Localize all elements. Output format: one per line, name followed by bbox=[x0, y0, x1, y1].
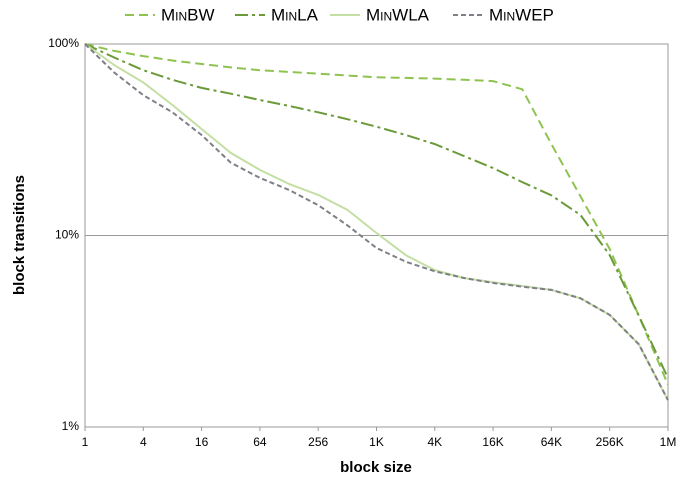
y-tick-label: 100% bbox=[48, 36, 79, 50]
x-tick-label: 64K bbox=[541, 435, 562, 449]
x-tick-label: 256 bbox=[308, 435, 328, 449]
y-tick-label: 1% bbox=[62, 419, 80, 433]
legend-label: MinWLA bbox=[366, 5, 430, 24]
y-axis-title: block transitions bbox=[11, 175, 28, 295]
x-tick-label: 1K bbox=[369, 435, 384, 449]
x-tick-label: 16 bbox=[195, 435, 209, 449]
x-tick-label: 1M bbox=[660, 435, 677, 449]
series-line bbox=[84, 43, 669, 386]
x-tick-label: 16K bbox=[482, 435, 503, 449]
y-tick-label: 10% bbox=[55, 228, 79, 242]
x-tick-label: 4 bbox=[140, 435, 147, 449]
x-tick-label: 256K bbox=[596, 435, 624, 449]
series-line bbox=[84, 43, 669, 379]
x-tick-label: 4K bbox=[427, 435, 442, 449]
x-tick-label: 64 bbox=[253, 435, 267, 449]
legend-label: MinWEP bbox=[489, 5, 554, 24]
x-axis-title: block size bbox=[340, 459, 412, 476]
series-line bbox=[84, 43, 669, 401]
series-line bbox=[84, 43, 669, 401]
legend-label: MinBW bbox=[161, 5, 215, 24]
x-tick-label: 1 bbox=[82, 435, 89, 449]
legend-label: MinLA bbox=[271, 5, 319, 24]
